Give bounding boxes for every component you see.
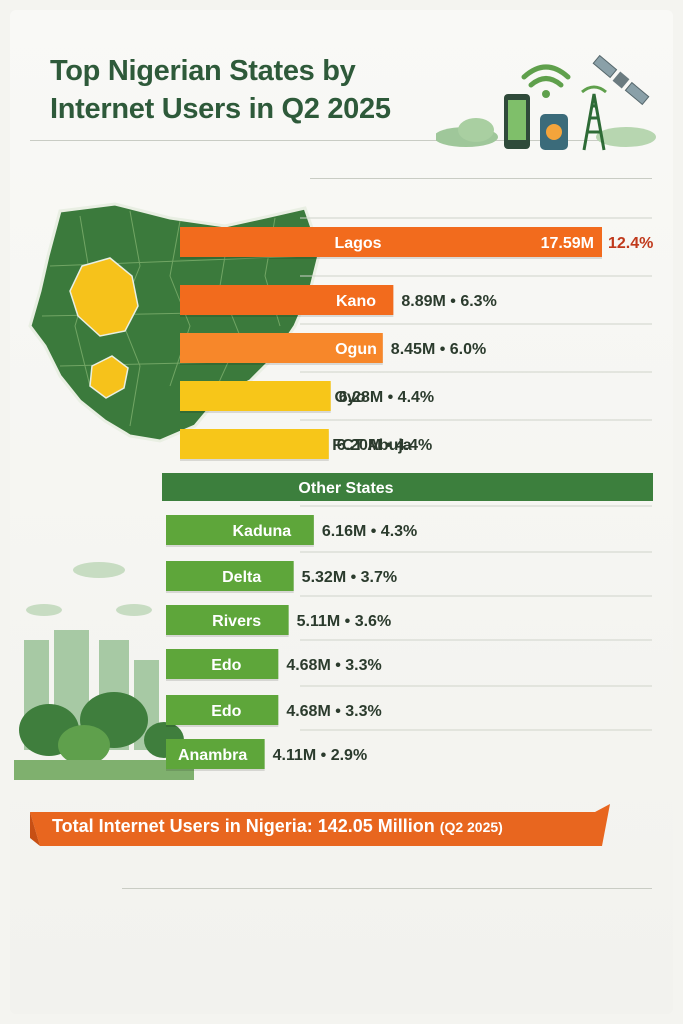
bar-label-kano: Kano [336, 293, 376, 310]
smartphone-icon [504, 94, 530, 149]
bar-label-anambra: Anambra [178, 747, 247, 764]
total-users-label: Total Internet Users in Nigeria: 142.05 … [52, 813, 592, 840]
total-users-period: (Q2 2025) [439, 819, 503, 835]
header-divider [310, 178, 652, 179]
bar-kano [180, 285, 394, 315]
bar-label-delta: Delta [222, 569, 261, 586]
wifi-icon [521, 64, 571, 98]
bar-ogun [180, 333, 383, 363]
tech-illustration [436, 54, 656, 151]
bar-delta [166, 561, 294, 591]
bar-rivers [166, 605, 289, 635]
footer-divider [122, 888, 652, 889]
title-divider [30, 140, 652, 141]
bar-label-oyo: Oyo [334, 389, 365, 406]
bar-label-ogun: Ogun [335, 341, 377, 358]
value-label-fct-abuja: 6.20M • 4.4% [337, 437, 432, 454]
value-label-kano: 8.89M • 6.3% [401, 293, 496, 310]
value-label-ogun: 8.45M • 6.0% [391, 341, 486, 358]
bar-lagos [180, 227, 602, 257]
group-label-other-states: Other States [298, 480, 393, 497]
total-banner [30, 804, 610, 846]
value-label-kaduna: 6.16M • 4.3% [322, 523, 417, 540]
value-label-delta: 5.32M • 3.7% [302, 569, 397, 586]
total-users-text: Total Internet Users in Nigeria: 142.05 … [52, 816, 435, 836]
chart-title: Top Nigerian States by Internet Users in… [50, 55, 391, 125]
value-label-edo: 4.68M • 3.3% [286, 703, 381, 720]
infographic-frame [10, 10, 673, 1014]
bar-label-kaduna: Kaduna [233, 523, 292, 540]
value-label-anambra: 4.11M • 2.9% [273, 747, 368, 764]
bar-label-rivers: Rivers [212, 613, 261, 630]
satellite-icon [592, 54, 650, 106]
bar-kaduna [166, 515, 314, 545]
value-label-lagos: 17.59M [541, 235, 594, 252]
group-band-other-states [162, 473, 653, 501]
city-trees-icon [14, 562, 194, 780]
bar-fct-abuja [180, 429, 329, 459]
value-label-rivers: 5.11M • 3.6% [297, 613, 392, 630]
value-label-edo: 4.68M • 3.3% [286, 657, 381, 674]
bar-oyo [180, 381, 331, 411]
bar-anambra [166, 739, 265, 769]
bar-label-fct-abuja: FCT Abuja [332, 437, 412, 454]
value-label-oyo: 6.28M • 4.4% [339, 389, 434, 406]
router-icon [540, 114, 568, 150]
bar-edo [166, 649, 279, 679]
bar-label-edo: Edo [211, 703, 241, 720]
pct-label-lagos: 12.4% [608, 235, 653, 252]
bar-label-lagos: Lagos [334, 235, 381, 252]
cloud-icon [436, 118, 656, 147]
cell-tower-icon [581, 85, 607, 151]
bar-chart: Lagos 17.59M 12.4% Kano 8.89M • 6.3% Ogun 8.45… [162, 217, 653, 771]
bar-edo [166, 695, 279, 725]
highlight-region-oyo [69, 257, 139, 337]
highlight-region-lagos [89, 355, 129, 399]
bar-label-edo: Edo [211, 657, 241, 674]
